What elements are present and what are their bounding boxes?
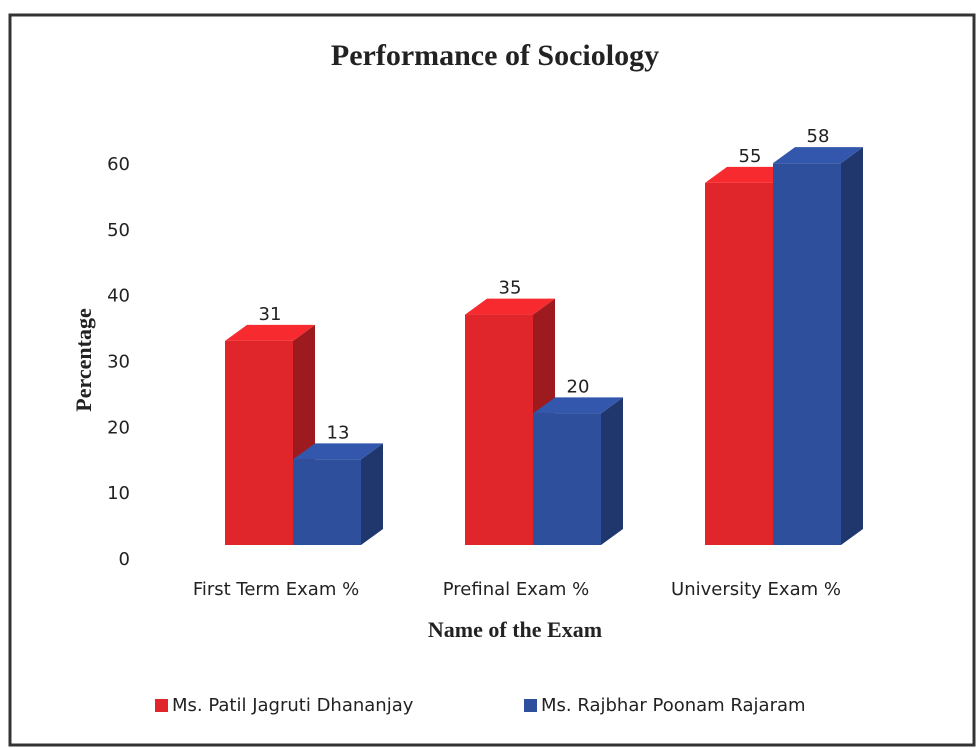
legend-swatch: [524, 699, 537, 712]
legend-label: Ms. Rajbhar Poonam Rajaram: [541, 695, 806, 716]
value-label: 31: [259, 304, 282, 325]
value-label: 20: [567, 376, 590, 397]
x-tick-label: Prefinal Exam %: [443, 579, 590, 600]
value-label: 55: [739, 146, 762, 167]
bar: [705, 182, 773, 545]
y-tick-label: 30: [107, 352, 130, 373]
y-tick-label: 10: [107, 483, 130, 504]
value-label: 13: [327, 422, 350, 443]
bar-top: [705, 166, 795, 183]
bar-top: [465, 298, 555, 315]
bar-top: [773, 147, 863, 164]
y-axis-title: Percentage: [71, 308, 96, 412]
bar: [465, 314, 533, 545]
chart-title: Performance of Sociology: [331, 39, 659, 72]
y-tick-label: 50: [107, 220, 130, 241]
value-label: 58: [807, 126, 830, 147]
y-tick-label: 0: [119, 549, 130, 570]
y-tick-label: 60: [107, 154, 130, 175]
bar-side: [361, 443, 383, 545]
value-label: 35: [499, 278, 522, 299]
bar: [293, 459, 361, 545]
bar-side: [601, 397, 623, 545]
bar: [225, 340, 293, 545]
bar-top: [225, 324, 315, 341]
bar: [773, 163, 841, 545]
y-tick-label: 20: [107, 417, 130, 438]
x-tick-label: First Term Exam %: [193, 579, 359, 600]
legend-swatch: [155, 699, 168, 712]
x-axis-title: Name of the Exam: [428, 617, 602, 642]
bar-top: [293, 443, 383, 460]
x-tick-label: University Exam %: [671, 579, 841, 600]
bar-top: [533, 397, 623, 414]
legend-label: Ms. Patil Jagruti Dhananjay: [172, 695, 414, 716]
bar: [533, 413, 601, 545]
y-tick-label: 40: [107, 286, 130, 307]
bar-side: [841, 147, 863, 545]
